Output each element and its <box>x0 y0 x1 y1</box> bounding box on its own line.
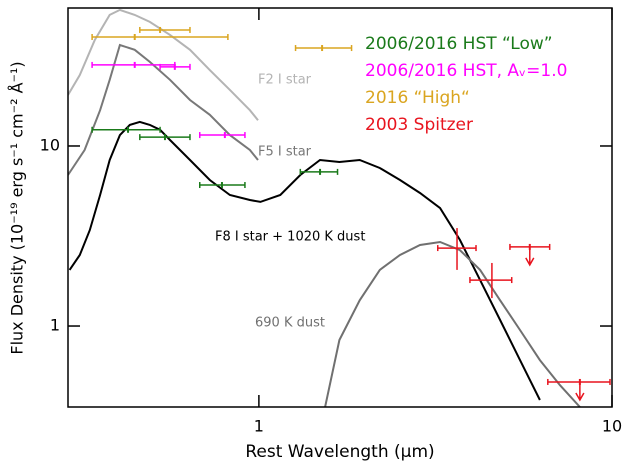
curve-label: F5 I star <box>258 145 312 160</box>
legend-entry: 2003 Spitzer <box>365 115 473 135</box>
upper-limit-arrow <box>575 381 585 402</box>
upper-limit-arrow <box>525 246 535 267</box>
legend-entry: 2006/2016 HST “Low” <box>365 34 553 54</box>
y-tick-label: 10 <box>40 135 60 154</box>
x-tick-label: 10 <box>602 417 622 436</box>
y-tick-label: 1 <box>50 316 60 335</box>
plot-frame <box>67 7 613 408</box>
x-axis-label: Rest Wavelength (μm) <box>245 442 434 462</box>
x-tick-label: 1 <box>254 417 264 436</box>
curve <box>68 8 259 121</box>
curve <box>324 240 581 407</box>
legend-entry: 2016 “High“ <box>365 88 470 108</box>
curve-label: F2 I star <box>258 73 312 88</box>
y-axis-label: Flux Density (10⁻¹⁹ erg s⁻¹ cm⁻² Å⁻¹) <box>8 61 27 354</box>
legend-entry: 2006/2016 HST, Aᵥ=1.0 <box>365 61 567 81</box>
curve-label: 690 K dust <box>255 316 325 331</box>
curve-label: F8 I star + 1020 K dust <box>215 230 365 245</box>
plot-area <box>68 8 611 407</box>
curve <box>68 120 541 401</box>
